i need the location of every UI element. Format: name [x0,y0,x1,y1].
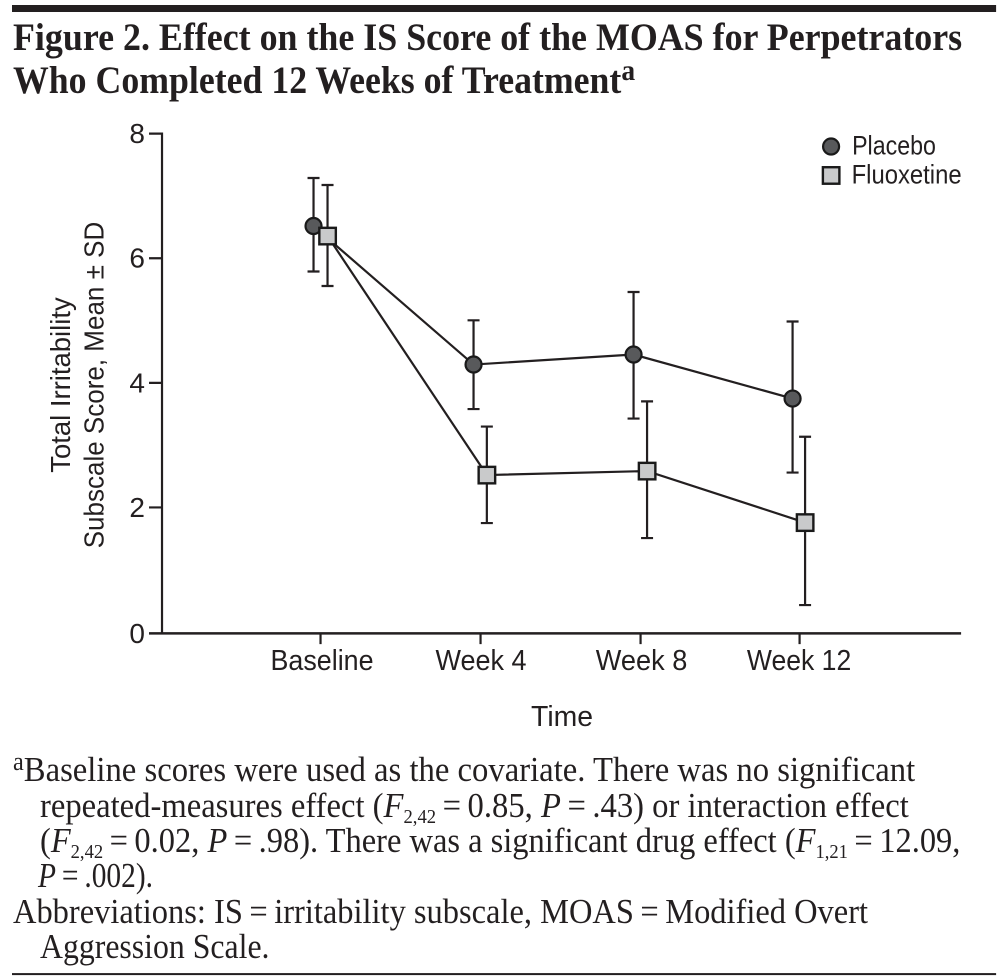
svg-text:Week 8: Week 8 [596,645,688,677]
svg-text:Placebo: Placebo [852,130,936,160]
svg-text:4: 4 [129,367,145,398]
svg-text:6: 6 [129,243,145,274]
svg-text:8: 8 [129,118,145,149]
svg-text:Week 12: Week 12 [747,645,851,677]
svg-text:Fluoxetine: Fluoxetine [852,160,962,190]
svg-text:Baseline: Baseline [271,645,374,677]
svg-text:Subscale Score, Mean ± SD: Subscale Score, Mean ± SD [79,222,110,549]
svg-text:Total Irritability: Total Irritability [45,297,76,473]
svg-text:2: 2 [129,492,145,523]
svg-text:Time: Time [531,701,593,733]
svg-text:Week 4: Week 4 [436,645,527,677]
svg-text:0: 0 [129,618,145,649]
